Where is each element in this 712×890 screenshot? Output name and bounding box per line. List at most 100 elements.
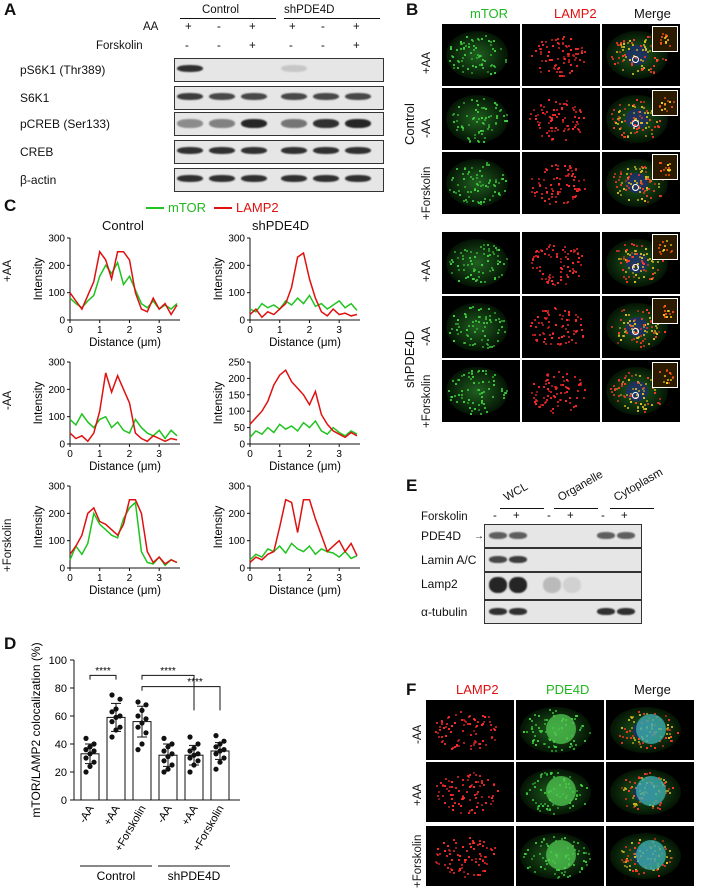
pde4d-arrow: → <box>474 531 484 542</box>
b-row-label: +Forskolin <box>421 375 433 428</box>
fraction-label: Organelle <box>556 469 605 504</box>
group-label: shPDE4D <box>168 869 221 883</box>
y-tick-label: 200 <box>48 261 65 272</box>
y-tick-label: 200 <box>228 374 245 385</box>
blot-band <box>281 93 307 100</box>
fraction-underline <box>610 508 654 509</box>
blot-row-label: Lamp2 <box>421 577 458 591</box>
data-point <box>87 764 92 769</box>
series-mtor <box>250 295 357 311</box>
condition-label-forskolin: Forskolin <box>96 40 143 52</box>
x-tick-label: 3 <box>336 449 342 460</box>
fraction-underline <box>500 508 544 509</box>
lane-sign: - <box>547 510 551 522</box>
blot-band <box>313 147 339 154</box>
blot-row-label: S6K1 <box>20 91 49 105</box>
blot-row-label: β-actin <box>20 173 56 187</box>
data-point <box>217 760 222 765</box>
micrograph-tile <box>516 700 604 760</box>
y-tick-label: 0 <box>239 564 245 575</box>
x-axis-label: Distance (μm) <box>269 461 341 473</box>
blot-band <box>281 119 307 128</box>
blot-band <box>617 608 635 615</box>
sig-bracket <box>142 675 194 710</box>
blot-row-label: pCREB (Ser133) <box>20 117 110 131</box>
data-point <box>91 741 96 746</box>
fraction-label: Cytoplasm <box>612 466 665 504</box>
blot-band <box>345 119 371 128</box>
zoom-marker <box>632 120 639 127</box>
micrograph-tile <box>602 152 680 214</box>
blot-band <box>209 93 235 100</box>
data-point <box>113 706 118 711</box>
x-tick-label: 3 <box>336 325 342 336</box>
data-point <box>221 755 226 760</box>
panel-e-letter: E <box>406 476 417 496</box>
b-row-label: +Forskolin <box>421 167 433 220</box>
zoom-marker <box>632 184 639 191</box>
micrograph-tile <box>602 360 680 422</box>
data-point <box>195 751 200 756</box>
b-row-label: -AA <box>421 119 433 138</box>
blot-band <box>563 577 581 593</box>
series-mtor <box>70 414 177 439</box>
blot-strip <box>484 524 642 548</box>
data-point <box>91 760 96 765</box>
data-point <box>213 733 218 738</box>
legend-mtor-swatch <box>146 207 164 209</box>
lane-sign: - <box>493 510 497 522</box>
data-point <box>161 736 166 741</box>
micrograph-tile <box>516 762 604 822</box>
micrograph-tile <box>522 152 600 214</box>
series-lamp2 <box>250 253 357 317</box>
x-tick-label: 3 <box>336 573 342 584</box>
blot-band <box>489 532 507 539</box>
zoom-inset <box>652 26 678 52</box>
blot-band <box>313 93 339 100</box>
data-point <box>169 762 174 767</box>
legend-lamp2-swatch <box>214 207 232 209</box>
data-point <box>109 734 114 739</box>
panel-c-letter: C <box>4 196 16 216</box>
lane-sign: + <box>513 510 520 522</box>
blot-band <box>489 608 507 615</box>
x-tick-label: 1 <box>97 573 103 584</box>
x-axis-label: Distance (μm) <box>269 585 341 597</box>
data-point <box>135 725 140 730</box>
data-point <box>221 747 226 752</box>
lane-sign: - <box>601 510 605 522</box>
zoom-marker <box>632 328 639 335</box>
y-tick-label: 100 <box>48 412 65 423</box>
blot-band <box>241 93 267 100</box>
blot-row-label: α-tubulin <box>421 605 467 619</box>
micrograph-tile <box>606 700 694 760</box>
x-tick-label: 2 <box>127 325 133 336</box>
condition-label-aa: AA <box>143 21 158 33</box>
y-axis-label: Intensity <box>213 257 225 300</box>
x-tick-label: 0 <box>247 449 253 460</box>
group-underline-control <box>180 18 276 19</box>
b-row-label: +AA <box>421 52 433 74</box>
data-point <box>135 747 140 752</box>
f-row-label: -AA <box>412 725 424 744</box>
blot-strip <box>174 140 384 164</box>
micrograph-tile <box>442 152 520 214</box>
f-col-pde4d: PDE4D <box>546 682 589 697</box>
legend-mtor: mTOR <box>168 200 206 215</box>
data-point <box>169 751 174 756</box>
blot-band <box>509 608 527 615</box>
blot-strip <box>174 168 384 192</box>
y-tick-label: 0 <box>59 440 65 451</box>
b-col-merge: Merge <box>634 6 671 21</box>
x-axis-label: Distance (μm) <box>89 461 161 473</box>
b-col-mtor: mTOR <box>470 6 508 21</box>
data-point <box>169 741 174 746</box>
blot-row-label: PDE4D <box>421 529 461 543</box>
group-label-control: Control <box>202 4 239 16</box>
micrograph-tile <box>442 232 520 294</box>
lane-sign: - <box>185 40 189 52</box>
sig-label: **** <box>95 666 111 677</box>
y-tick-label: 300 <box>48 234 65 245</box>
blot-strip <box>484 572 642 600</box>
y-tick-label: 300 <box>228 234 245 245</box>
